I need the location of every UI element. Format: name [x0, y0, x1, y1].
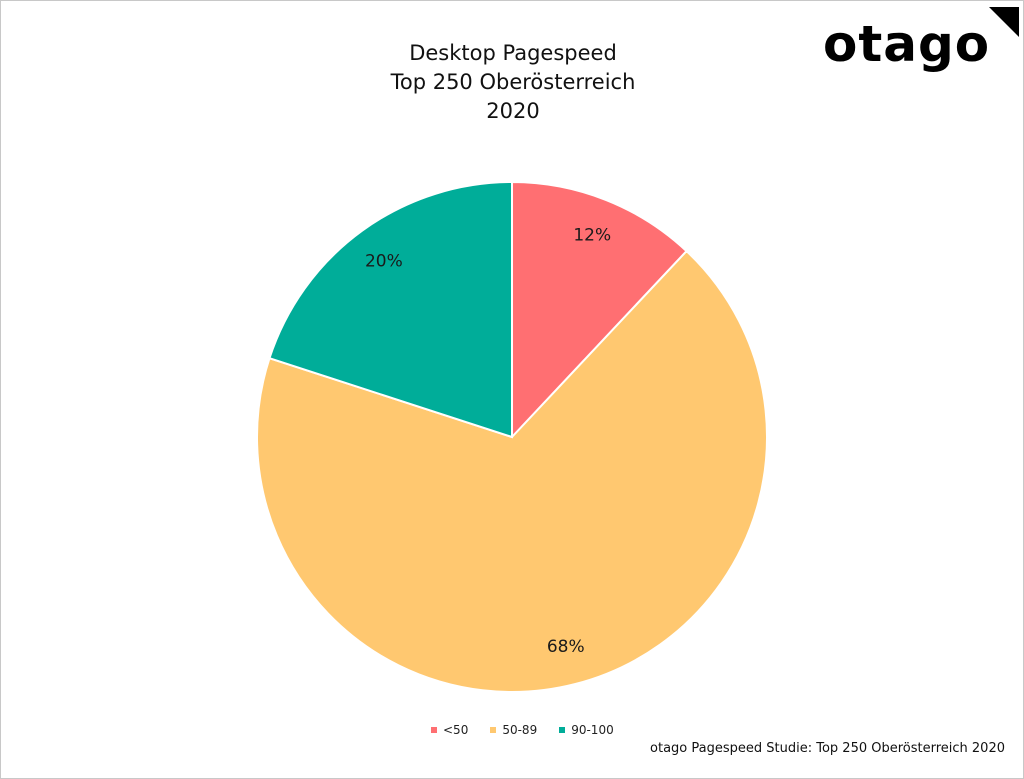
chart-title-line-1: Desktop Pagespeed [409, 41, 617, 65]
pie-slice-50-89 [256, 249, 768, 693]
chart-title-line-3: 2020 [486, 99, 540, 123]
data-label-90-100: 20% [365, 252, 403, 272]
data-label-50-89: 68% [547, 637, 585, 657]
chart-title: Desktop Pagespeed Top 250 Oberösterreich… [263, 39, 763, 126]
chart-title-line-2: Top 250 Oberösterreich [390, 70, 636, 94]
source-note: otago Pagespeed Studie: Top 250 Oberöste… [650, 741, 1005, 756]
logo-corner-triangle-icon [989, 7, 1019, 37]
legend-label: <50 [443, 723, 469, 737]
legend-swatch [490, 727, 497, 733]
pie-slice-90-100 [268, 180, 513, 439]
legend-swatch [559, 727, 566, 733]
data-label-under-50: 12% [573, 225, 611, 245]
legend-swatch [431, 727, 437, 733]
pie-slice-under-50 [511, 180, 688, 440]
legend-item-under-50: <50 [431, 723, 468, 737]
legend-item-90-100: 90-100 [559, 723, 614, 737]
legend-item-50-89: 50-89 [490, 723, 537, 737]
legend-label: 50-89 [502, 723, 538, 737]
otago-logo: otago [823, 15, 991, 73]
chart-legend: <50 50-89 90-100 [431, 723, 614, 737]
legend-label: 90-100 [571, 723, 614, 737]
